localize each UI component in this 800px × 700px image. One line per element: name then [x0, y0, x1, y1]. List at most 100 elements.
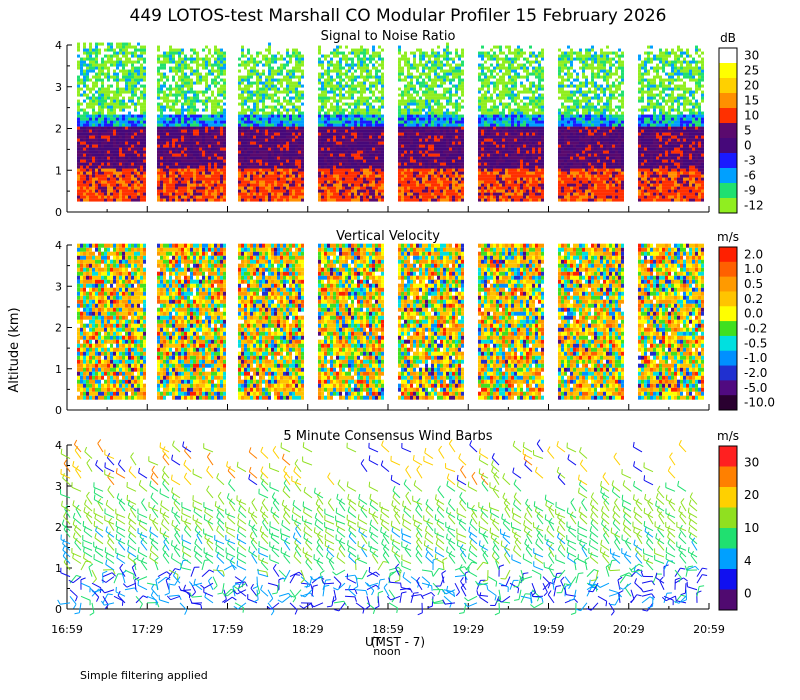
- wind-barb: [311, 586, 314, 597]
- wind-barb: [696, 586, 700, 597]
- wind-barb-flag: [183, 459, 187, 465]
- wind-barb-flag: [640, 587, 644, 593]
- wind-barb: [304, 589, 313, 598]
- y-tick-label: 2: [55, 123, 62, 136]
- colorbar-swatch: [719, 93, 737, 109]
- wind-barb: [260, 589, 269, 597]
- wind-barb: [258, 552, 269, 558]
- wind-barb: [94, 550, 104, 558]
- wind-barb-flag: [590, 492, 594, 498]
- wind-barb-flag: [320, 570, 325, 574]
- wind-barb-flag: [590, 512, 594, 518]
- wind-barb: [361, 535, 368, 545]
- wind-barb-flag: [536, 531, 541, 536]
- wind-barb: [366, 602, 376, 610]
- snr-block: [157, 45, 226, 202]
- wind-barb: [535, 471, 544, 479]
- wind-barb-flag: [459, 612, 465, 615]
- wind-barb: [229, 561, 236, 571]
- wind-barb-flag: [189, 592, 193, 598]
- wind-barb: [146, 582, 157, 586]
- wind-barb: [355, 589, 367, 592]
- wind-barb-flag: [348, 584, 351, 590]
- wind-barb: [269, 533, 280, 538]
- wind-barb: [600, 491, 610, 499]
- wind-barb: [336, 525, 346, 532]
- wind-barb-flag: [260, 466, 264, 472]
- wind-barb: [249, 471, 258, 479]
- wind-barb: [91, 582, 102, 589]
- wind-barb: [388, 602, 398, 609]
- wind-barb: [183, 476, 192, 486]
- wind-barb: [95, 530, 104, 538]
- wind-barb: [283, 470, 291, 479]
- wind-barb-flag: [193, 545, 196, 551]
- wind-barb: [72, 517, 82, 525]
- wind-barb-flag: [338, 498, 343, 504]
- wind-barb: [347, 550, 357, 558]
- wind-barb-flag: [312, 584, 318, 587]
- wind-barb: [636, 534, 643, 545]
- wind-barb: [60, 572, 71, 578]
- wind-barb: [119, 567, 126, 577]
- wind-barb: [610, 532, 621, 538]
- wind-barb-flag: [586, 608, 592, 611]
- wind-barb: [377, 579, 381, 590]
- colorbar-label: 10: [744, 521, 759, 535]
- wind-barb: [237, 538, 247, 545]
- wind-barb-flag: [415, 505, 419, 511]
- wind-barb: [237, 524, 247, 532]
- wind-barb: [647, 515, 654, 525]
- wind-barb-flag: [517, 588, 520, 594]
- wind-barb: [236, 565, 247, 571]
- y-tick-label: 4: [55, 39, 62, 52]
- wind-barb: [105, 504, 115, 512]
- wind-barb: [184, 529, 192, 538]
- wind-barb-flag: [684, 565, 688, 571]
- wind-barb-flag: [248, 447, 252, 453]
- wind-barb: [221, 583, 225, 594]
- wind-barb-flag: [446, 585, 449, 591]
- wind-barb: [226, 465, 236, 473]
- panel-title: Signal to Noise Ratio: [321, 29, 456, 44]
- wind-barb-flag: [72, 512, 76, 518]
- wind-barb: [127, 551, 137, 558]
- wind-barb: [346, 578, 357, 584]
- wind-barb: [294, 542, 302, 551]
- wind-barb-flag: [221, 599, 227, 603]
- wind-barb: [116, 557, 126, 564]
- wind-barb: [88, 566, 93, 577]
- wind-barb: [116, 472, 126, 479]
- wind-barb: [646, 562, 654, 571]
- wind-barb: [223, 564, 233, 571]
- wind-barb-flag: [63, 557, 68, 563]
- wind-barb: [465, 561, 473, 571]
- wind-barb: [447, 529, 456, 538]
- wind-barb-flag: [163, 537, 168, 543]
- wind-barb: [303, 531, 313, 538]
- colorbar-frame: [718, 445, 738, 611]
- colorbar-label: 25: [744, 64, 759, 78]
- wind-barb-flag: [372, 608, 376, 614]
- wind-barb-flag: [68, 579, 74, 584]
- colorbar-label: 0: [744, 587, 752, 601]
- wind-barb: [108, 521, 115, 531]
- wind-barb: [347, 485, 357, 492]
- wind-barb: [413, 524, 423, 532]
- wind-barb: [478, 582, 489, 586]
- wind-barb-flag: [231, 596, 237, 601]
- wind-barb: [520, 569, 525, 580]
- wind-barb-flag: [101, 579, 107, 583]
- wind-barb-flag: [390, 520, 393, 526]
- y-tick-label: 0: [55, 206, 62, 219]
- x-tick-label: 19:29: [452, 623, 484, 636]
- wind-barb-flag: [106, 452, 111, 458]
- wind-barb: [127, 517, 137, 525]
- wind-barb-flag: [683, 577, 688, 582]
- wind-barb-flag: [315, 499, 319, 504]
- wind-barb-flag: [74, 612, 80, 615]
- wind-barb-flag: [579, 447, 582, 453]
- wind-barb-flag: [564, 589, 567, 595]
- wind-barb-flag: [259, 506, 263, 512]
